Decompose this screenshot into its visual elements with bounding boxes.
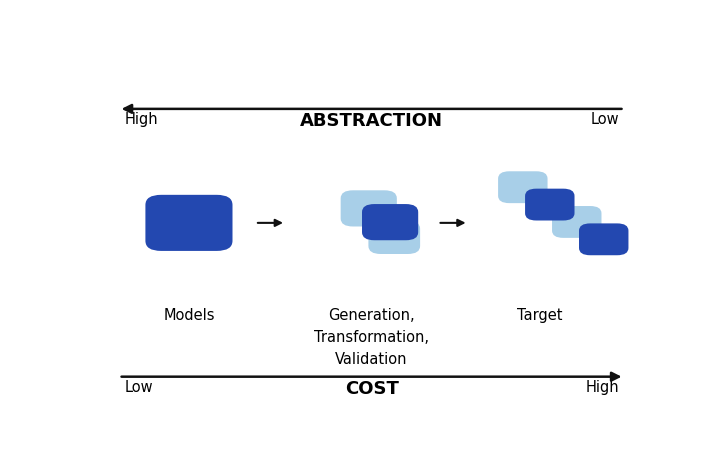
- FancyBboxPatch shape: [362, 204, 418, 240]
- Text: Low: Low: [125, 380, 153, 395]
- FancyBboxPatch shape: [552, 206, 602, 238]
- FancyBboxPatch shape: [525, 188, 574, 220]
- FancyBboxPatch shape: [146, 195, 233, 251]
- FancyBboxPatch shape: [579, 223, 629, 255]
- Text: ABSTRACTION: ABSTRACTION: [300, 112, 443, 131]
- Text: Low: Low: [590, 112, 618, 127]
- FancyBboxPatch shape: [368, 221, 420, 254]
- Text: Target: Target: [518, 308, 563, 323]
- FancyBboxPatch shape: [498, 171, 547, 203]
- FancyBboxPatch shape: [341, 190, 397, 227]
- Text: High: High: [125, 112, 158, 127]
- Text: High: High: [585, 380, 618, 395]
- Text: Models: Models: [163, 308, 215, 323]
- Text: Generation,
Transformation,
Validation: Generation, Transformation, Validation: [314, 308, 429, 368]
- Text: COST: COST: [344, 380, 399, 398]
